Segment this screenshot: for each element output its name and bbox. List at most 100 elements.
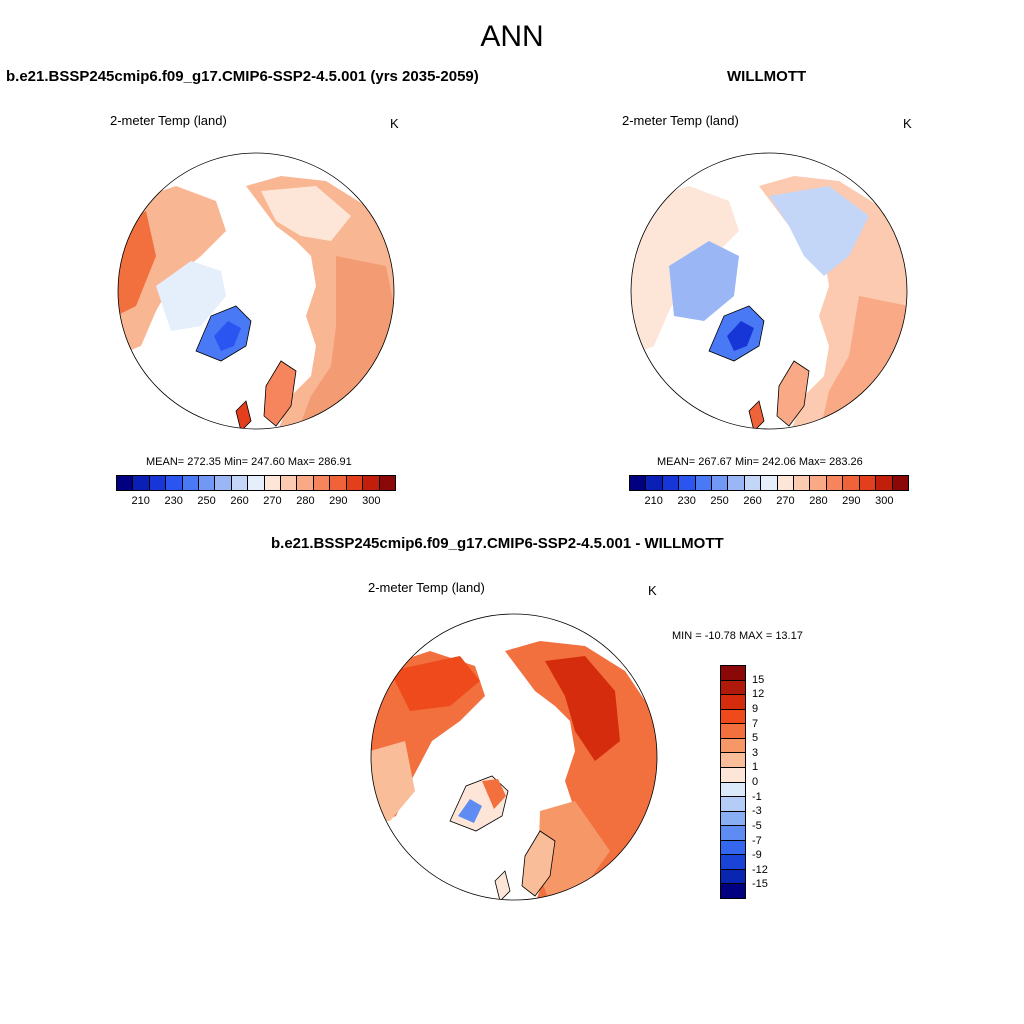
diff-eurasia-hot	[545, 656, 620, 761]
panel1-greenland-core	[214, 321, 241, 351]
panel2-variable-label: 2-meter Temp (land)	[622, 113, 739, 128]
diff-britain	[494, 870, 511, 900]
panel1-colorbar-tick-label: 280	[296, 495, 315, 507]
panel2-colorbar-segment	[712, 476, 729, 490]
panel1-colorbar-segment	[379, 476, 395, 490]
diff-colorbar-segment	[721, 724, 745, 739]
panel2-colorbar-tick-label: 260	[743, 495, 762, 507]
panel1-colorbar-segment	[264, 476, 282, 490]
panel2-colorbar-segment	[761, 476, 778, 490]
panel2-colorbar-tick-label: 280	[809, 495, 828, 507]
panel1-colorbar-tick-label: 300	[362, 495, 381, 507]
panel1-colorbar-segment	[346, 476, 364, 490]
panel2-colorbar-segment	[794, 476, 811, 490]
panel2-colorbar: 210 230 250 260 270 280 290 300	[629, 475, 909, 507]
panel2-colorbar-segment	[777, 476, 795, 490]
panel2-colorbar-segments	[629, 475, 909, 491]
diff-colorbar-segment	[721, 826, 745, 841]
diff-polar-map	[370, 613, 658, 901]
diff-colorbar-tick-label: 1	[752, 761, 759, 774]
diff-colorbar-segment	[721, 840, 745, 856]
panel2-polar-map	[630, 152, 908, 430]
diff-colorbar-tick-label: 9	[752, 702, 759, 715]
panel1-colorbar-segment	[313, 476, 331, 490]
diff-colorbar-segment	[721, 680, 745, 696]
panel2-colorbar-tick-label: 270	[776, 495, 795, 507]
panel1-colorbar-segment	[166, 476, 183, 490]
figure-title: ANN	[480, 20, 544, 53]
diff-colorbar-tick-label: 3	[752, 746, 759, 759]
panel1-colorbar-segments	[116, 475, 396, 491]
panel2-colorbar-segment	[646, 476, 663, 490]
panel1-colorbar-tick-label: 260	[230, 495, 249, 507]
panel2-colorbar-segment	[744, 476, 762, 490]
diff-colorbar-segment	[721, 767, 745, 783]
panel2-colorbar-segment	[695, 476, 713, 490]
panel2-britain	[748, 400, 765, 429]
diff-colorbar-tick-label: -12	[752, 863, 768, 876]
panel2-colorbar-ticks: 210 230 250 260 270 280 290 300	[629, 491, 909, 507]
panel1-map-border	[117, 152, 395, 430]
panel1-colorbar-segment	[363, 476, 380, 490]
diff-colorbar-segment	[721, 666, 745, 681]
panel2-stats: MEAN= 267.67 Min= 242.06 Max= 283.26	[657, 456, 863, 468]
panel1-colorbar-segment	[133, 476, 150, 490]
panel2-units: K	[903, 116, 912, 131]
diff-colorbar-tick-label: 15	[752, 673, 765, 686]
diff-northamerica-south	[371, 741, 415, 821]
diff-colorbar-segment	[721, 709, 745, 725]
panel2-colorbar-segment	[876, 476, 893, 490]
diff-colorbar-tick-label: -15	[752, 878, 768, 891]
panel2-colorbar-segment	[679, 476, 696, 490]
panel1-colorbar-tick-label: 250	[197, 495, 216, 507]
diff-eurasia-land	[505, 641, 657, 900]
diff-title: b.e21.BSSP245cmip6.f09_g17.CMIP6-SSP2-4.…	[271, 535, 724, 552]
diff-colorbar-segment	[721, 869, 745, 885]
diff-colorbar-tick-label: -9	[752, 849, 762, 862]
panel2-colorbar-segment	[810, 476, 827, 490]
diff-colorbar-tick-label: 7	[752, 717, 759, 730]
diff-colorbar-segment	[721, 738, 745, 754]
panel2-colorbar-tick-label: 250	[710, 495, 729, 507]
diff-colorbar-ticks: 15 12 9 7 5 3 1 0 -1 -3 -5 -7 -9 -12 -15	[752, 665, 792, 899]
diff-colorbar-tick-label: -7	[752, 834, 762, 847]
panel1-canadian-archipelago	[156, 261, 226, 331]
diff-colorbar-tick-label: -1	[752, 790, 762, 803]
panel2-greenland-core	[727, 321, 754, 351]
panel1-variable-label: 2-meter Temp (land)	[110, 113, 227, 128]
panel2-northamerica-cold	[669, 241, 739, 321]
panel2-colorbar-segment	[892, 476, 908, 490]
panel1-colorbar-ticks: 210 230 250 260 270 280 290 300	[116, 491, 396, 507]
diff-eurasia-south	[538, 801, 610, 900]
panel2-colorbar-segment	[859, 476, 877, 490]
diff-colorbar-tick-label: -5	[752, 819, 762, 832]
panel1-britain	[235, 400, 252, 429]
panel2-colorbar-segment	[630, 476, 647, 490]
panel2-colorbar-tick-label: 300	[875, 495, 894, 507]
diff-greenland-warm	[482, 779, 506, 809]
panel1-colorbar-segment	[182, 476, 200, 490]
diff-northamerica-warm	[390, 656, 480, 711]
panel1-colorbar-tick-label: 230	[164, 495, 183, 507]
panel2-colorbar-tick-label: 230	[677, 495, 696, 507]
diff-colorbar-segment	[721, 753, 745, 768]
diff-map-border	[370, 613, 658, 901]
diff-colorbar-tick-label: -3	[752, 805, 762, 818]
diff-colorbar-segment	[721, 797, 745, 812]
panel1-colorbar-segment	[330, 476, 347, 490]
panel2-scandinavia	[776, 360, 810, 427]
diff-greenland-cold	[458, 799, 482, 823]
panel2-colorbar-tick-label: 290	[842, 495, 861, 507]
diff-scandinavia	[521, 830, 556, 897]
panel1-colorbar-segment	[231, 476, 249, 490]
diff-colorbar-segments	[720, 665, 746, 899]
diff-colorbar-segment	[721, 811, 745, 827]
diff-colorbar-segment	[721, 884, 745, 898]
panel1-colorbar-segment	[149, 476, 167, 490]
diff-colorbar-tick-label: 12	[752, 688, 765, 701]
panel2-colorbar-tick-label: 210	[644, 495, 663, 507]
panel1-colorbar-segment	[297, 476, 314, 490]
panel2-title: WILLMOTT	[727, 68, 807, 85]
panel1-colorbar: 210 230 250 260 270 280 290 300	[116, 475, 396, 507]
diff-colorbar-tick-label: 0	[752, 776, 759, 788]
